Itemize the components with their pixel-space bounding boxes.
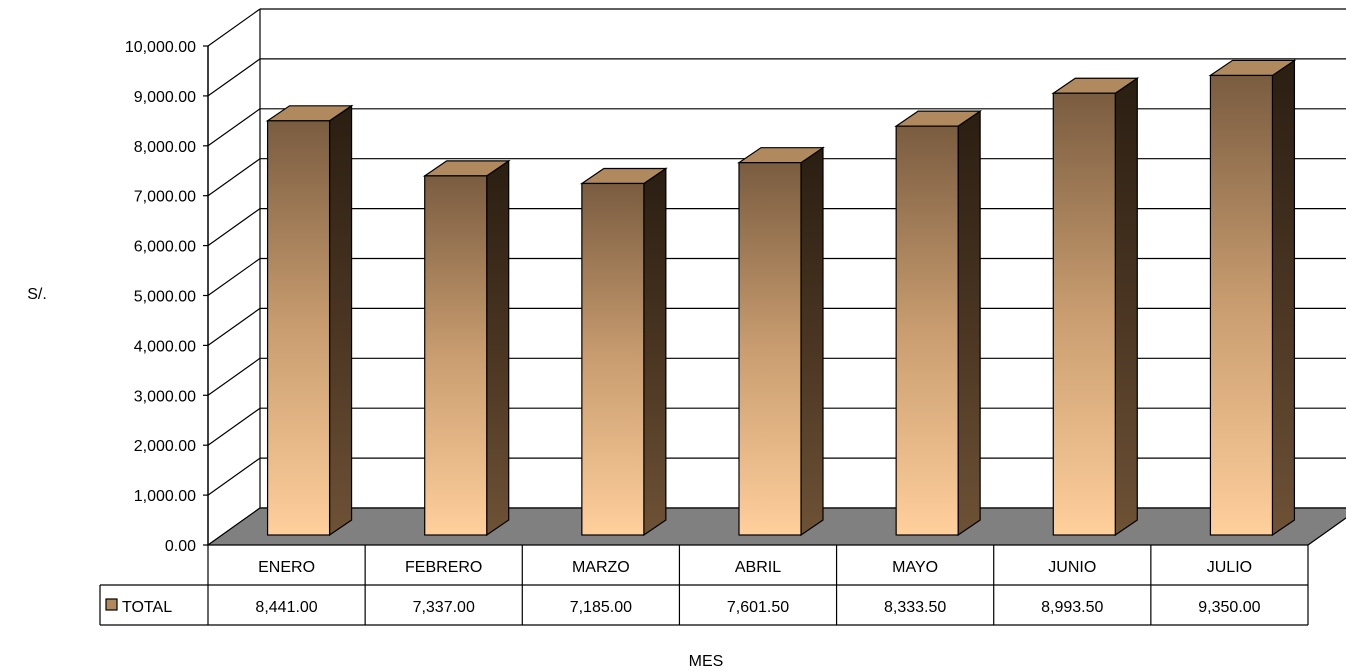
bar-enero <box>265 104 354 537</box>
table-value-cell: 7,337.00 <box>413 599 475 616</box>
bar-side <box>957 110 981 537</box>
y-tick-label: 8,000.00 <box>134 139 196 156</box>
table-category-cell: MAYO <box>892 559 938 576</box>
bar-marzo <box>579 167 668 537</box>
bar-side <box>328 104 353 537</box>
y-tick-label: 5,000.00 <box>134 289 196 306</box>
bar-abril <box>737 146 825 537</box>
table-value-cell: 7,185.00 <box>570 599 632 616</box>
bar-side <box>1271 59 1296 537</box>
bars <box>265 59 1297 537</box>
table-value-cell: 8,441.00 <box>255 599 317 616</box>
table-category-cell: FEBRERO <box>405 559 482 576</box>
y-tick-label: 0.00 <box>165 538 196 555</box>
bar-front <box>895 125 959 536</box>
y-tick-label: 2,000.00 <box>134 438 196 455</box>
bar-junio <box>1051 77 1140 537</box>
y-tick-label: 6,000.00 <box>134 239 196 256</box>
y-tick-label: 4,000.00 <box>134 338 196 355</box>
bar-julio <box>1208 59 1297 537</box>
x-axis-label: MES <box>689 653 724 670</box>
gridline-diagonal <box>207 307 261 346</box>
bar-febrero <box>422 159 511 537</box>
table-category-cell: MARZO <box>572 559 630 576</box>
gridline-diagonal <box>207 158 261 197</box>
legend-series-name: TOTAL <box>122 599 172 616</box>
legend-swatch <box>105 598 118 611</box>
bar-front <box>738 162 802 536</box>
y-tick-label: 7,000.00 <box>134 189 196 206</box>
table-value-cell: 7,601.50 <box>727 599 789 616</box>
table-value-cell: 9,350.00 <box>1198 599 1260 616</box>
table-category-cell: ABRIL <box>735 559 781 576</box>
bar-side <box>1114 77 1138 537</box>
bar-front <box>1209 74 1274 536</box>
table-value-cell: 8,333.50 <box>884 599 946 616</box>
table-value-cell: 8,993.50 <box>1041 599 1103 616</box>
y-axis-label: S/. <box>27 286 47 303</box>
y-tick-label: 1,000.00 <box>134 488 196 505</box>
bar-front <box>266 120 331 536</box>
y-tick-label: 9,000.00 <box>134 89 196 106</box>
bar-side <box>643 167 667 537</box>
gridline-diagonal <box>207 407 261 446</box>
table-category-cell: ENERO <box>258 559 315 576</box>
gridline-diagonal <box>207 108 261 147</box>
data-table: ENERO 8,441.00 FEBRERO 7,337.00 MARZO 7,185.0… <box>99 545 1309 626</box>
bar-front <box>581 182 645 536</box>
y-tick-labels: 0.00 1,000.00 2,000.00 3,000.00 4,000.00 5,00… <box>125 39 208 555</box>
bar-front <box>1052 92 1116 536</box>
gridline-diagonal <box>207 8 261 47</box>
y-tick-label: 3,000.00 <box>134 388 196 405</box>
table-category-cell: JULIO <box>1207 559 1252 576</box>
bar-side <box>800 146 824 537</box>
gridline-diagonal <box>207 357 261 396</box>
gridline-diagonal <box>207 258 261 296</box>
bar-side <box>486 159 510 537</box>
gridline-diagonal <box>207 58 261 97</box>
bar-front <box>424 175 488 536</box>
gridline-diagonal <box>207 208 261 247</box>
bar-mayo <box>894 110 983 537</box>
y-tick-label: 10,000.00 <box>125 39 196 56</box>
table-category-cell: JUNIO <box>1048 559 1096 576</box>
gridline-diagonal <box>207 457 261 496</box>
